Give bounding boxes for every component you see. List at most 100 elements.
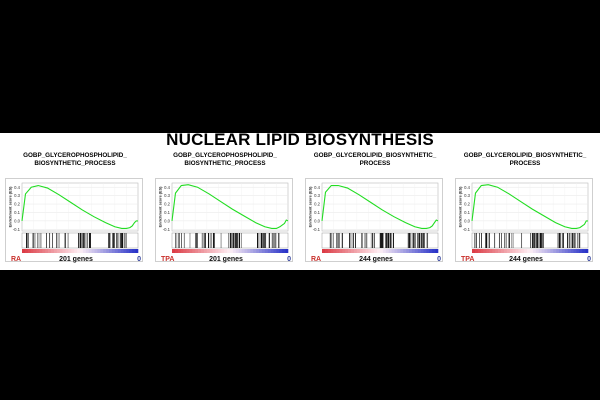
zero-label: 0 bbox=[587, 256, 591, 263]
rank-gradient-segment bbox=[480, 249, 484, 253]
panel-title-line: GOBP_GLYCEROPHOSPHOLIPID_ bbox=[23, 152, 127, 159]
panel-title-line: BIOSYNTHETIC_PROCESS bbox=[184, 160, 266, 167]
es-curve-line bbox=[321, 184, 439, 230]
rank-gradient-segment bbox=[135, 249, 139, 253]
rank-gradient-segment bbox=[547, 249, 551, 253]
rank-gradient-segment bbox=[126, 249, 130, 253]
gene-count-label: 201 genes bbox=[59, 256, 93, 263]
rank-gradient-segment bbox=[426, 249, 430, 253]
rank-gradient-segment bbox=[342, 249, 346, 253]
rank-gradient-segment bbox=[351, 249, 355, 253]
rank-gradient-segment bbox=[472, 249, 476, 253]
rank-gradient-segment bbox=[111, 249, 116, 253]
rank-gradient-segment bbox=[189, 249, 193, 253]
rank-gradient-segment bbox=[521, 249, 525, 253]
rank-gradient-segment bbox=[362, 249, 366, 253]
rank-gradient-segment bbox=[264, 249, 268, 253]
rank-gradient-segment bbox=[85, 249, 89, 253]
rank-gradient-segment bbox=[406, 249, 410, 253]
rank-gradient-segment bbox=[432, 249, 436, 253]
rank-gradient-segment bbox=[172, 249, 176, 253]
rank-gradient-segment bbox=[285, 249, 289, 253]
rank-gradient-segment bbox=[117, 249, 121, 253]
rank-gradient-segment bbox=[409, 249, 413, 253]
rank-gradient-segment bbox=[195, 249, 199, 253]
y-tick-label: 0.1 bbox=[14, 210, 20, 215]
rank-gradient-segment bbox=[56, 249, 60, 253]
rank-gradient-segment bbox=[527, 249, 531, 253]
rank-gradient-segment bbox=[380, 249, 384, 253]
rank-gradient-segment bbox=[48, 249, 52, 253]
rank-gradient-segment bbox=[22, 249, 26, 253]
rank-gradient-segment bbox=[91, 249, 95, 253]
rank-gradient-segment bbox=[388, 249, 392, 253]
rank-gradient-segment bbox=[356, 249, 360, 253]
rank-gradient-segment bbox=[177, 249, 181, 253]
rank-gradient-segment bbox=[382, 249, 387, 253]
rank-gradient-segment bbox=[106, 249, 110, 253]
rank-gradient-segment bbox=[201, 249, 205, 253]
rank-gradient-segment bbox=[567, 249, 571, 253]
gene-count-label: 244 genes bbox=[509, 256, 543, 263]
rank-gradient-segment bbox=[394, 249, 398, 253]
rank-gradient-segment bbox=[327, 249, 331, 253]
y-tick-label: 0.3 bbox=[314, 193, 320, 198]
y-tick-label: 0.3 bbox=[464, 193, 470, 198]
rank-gradient-segment bbox=[570, 249, 574, 253]
rank-gradient-segment bbox=[420, 249, 424, 253]
rank-gradient-segment bbox=[206, 249, 210, 253]
rank-gradient-segment bbox=[238, 249, 242, 253]
es-curve-line bbox=[21, 184, 138, 230]
y-tick-label: 0.4 bbox=[314, 185, 320, 190]
phenotype-label: RA bbox=[11, 256, 22, 263]
rank-gradient-segment bbox=[267, 249, 271, 253]
plot-frame: 0.4 0.3 0.2 0.1 0.0 -0.1 Enrichment score (ES) bbox=[305, 178, 443, 262]
gene-count-label: 201 genes bbox=[209, 256, 243, 263]
rank-gradient-segment bbox=[486, 249, 490, 253]
y-tick-label: 0.0 bbox=[14, 218, 20, 223]
rank-gradient-segment bbox=[324, 249, 329, 253]
rank-gradient-segment bbox=[45, 249, 49, 253]
rank-gradient-segment bbox=[253, 249, 257, 253]
y-tick-label: 0.0 bbox=[314, 218, 320, 223]
rank-gradient-segment bbox=[345, 249, 349, 253]
rank-gradient-segment bbox=[348, 249, 352, 253]
rank-gradient-segment bbox=[582, 249, 586, 253]
zero-label: 0 bbox=[437, 256, 441, 263]
y-tick-label: -0.1 bbox=[163, 227, 171, 232]
panel-footer: 201 genes TPA 0 bbox=[161, 256, 291, 266]
rank-gradient-segment bbox=[492, 249, 496, 253]
panel-title: GOBP_GLYCEROLIPID_BIOSYNTHETIC_ PROCESS bbox=[455, 152, 595, 168]
rank-gradient-segment bbox=[509, 249, 513, 253]
panel-footer: 244 genes RA 0 bbox=[311, 256, 441, 266]
rank-gradient-segment bbox=[244, 249, 248, 253]
rank-gradient-segment bbox=[273, 249, 277, 253]
rank-gradient-segment bbox=[51, 249, 55, 253]
rank-gradient-segment bbox=[336, 249, 340, 253]
rank-gradient-segment bbox=[377, 249, 381, 253]
rank-gradient-segment bbox=[322, 249, 326, 253]
panel-title: GOBP_GLYCEROPHOSPHOLIPID_ BIOSYNTHETIC_P… bbox=[155, 152, 295, 168]
rank-gradient-segment bbox=[88, 249, 92, 253]
rank-gradient-segment bbox=[203, 249, 208, 253]
rank-gradient-segment bbox=[259, 249, 263, 253]
rank-gradient-segment bbox=[477, 249, 481, 253]
panel-footer: 201 genes RA 0 bbox=[11, 256, 141, 266]
rank-gradient-segment bbox=[276, 249, 280, 253]
rank-gradient-segment bbox=[227, 249, 231, 253]
rank-gradient-segment bbox=[330, 249, 334, 253]
rank-gradient-segment bbox=[120, 249, 124, 253]
rank-gradient-segment bbox=[474, 249, 479, 253]
rank-gradient-segment bbox=[397, 249, 401, 253]
y-axis-label: Enrichment score (ES) bbox=[459, 186, 463, 227]
rank-gradient-segment bbox=[515, 249, 519, 253]
rank-gradient-segment bbox=[132, 249, 136, 253]
y-tick-label: -0.1 bbox=[463, 227, 471, 232]
y-tick-label: -0.1 bbox=[13, 227, 21, 232]
rank-gradient-segment bbox=[94, 249, 98, 253]
phenotype-label: TPA bbox=[161, 256, 175, 263]
rank-gradient-segment bbox=[114, 249, 118, 253]
rank-gradient-segment bbox=[24, 249, 29, 253]
